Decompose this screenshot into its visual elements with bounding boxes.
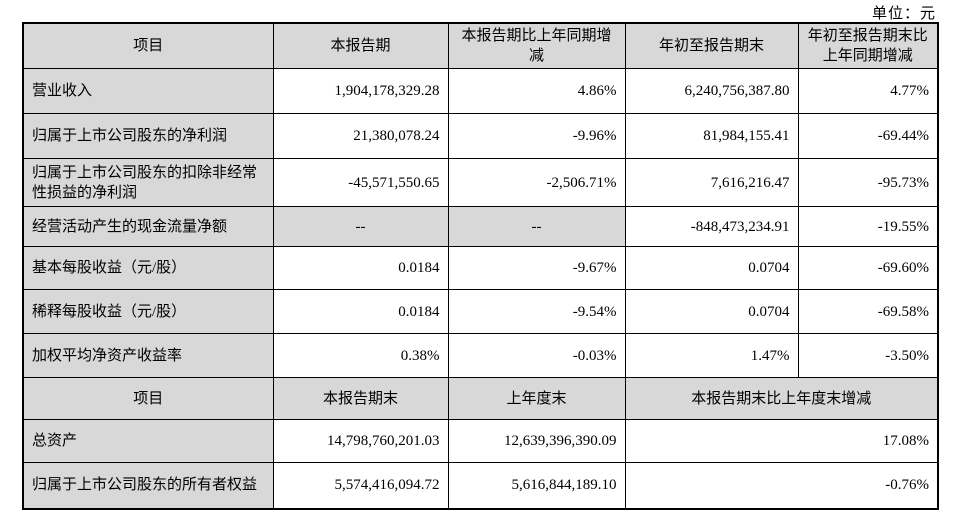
value-cell: 81,984,155.41 (624, 113, 799, 159)
table-row-operating-cash-flow: 经营活动产生的现金流量净额 -- -- -848,473,234.91 -19.… (22, 206, 939, 247)
value-cell: 0.38% (272, 333, 449, 378)
header-item: 项目 (22, 22, 274, 69)
table-header-row-1: 项目 本报告期 本报告期比上年同期增减 年初至报告期末 年初至报告期末比上年同期… (22, 22, 939, 69)
header-current-period: 本报告期 (272, 22, 449, 69)
header-ytd: 年初至报告期末 (624, 22, 799, 69)
value-cell: 4.77% (797, 68, 939, 114)
value-cell: -9.54% (447, 289, 626, 334)
value-cell: 5,574,416,094.72 (272, 462, 449, 509)
value-cell: 14,798,760,201.03 (272, 419, 449, 463)
value-cell: 0.0704 (624, 289, 799, 334)
table-row-deducted-net-profit: 归属于上市公司股东的扣除非经常性损益的净利润 -45,571,550.65 -2… (22, 158, 939, 207)
header-period-end: 本报告期末 (272, 377, 449, 420)
value-cell: 17.08% (624, 419, 939, 463)
value-cell: -848,473,234.91 (624, 206, 799, 247)
item-label-cell: 稀释每股收益（元/股） (22, 289, 274, 334)
table-row-total-assets: 总资产 14,798,760,201.03 12,639,396,390.09 … (22, 419, 939, 463)
item-label-cell: 基本每股收益（元/股） (22, 246, 274, 290)
header-period-end-change: 本报告期末比上年度末增减 (624, 377, 939, 420)
value-cell: 0.0704 (624, 246, 799, 290)
value-cell: -45,571,550.65 (272, 158, 449, 207)
value-cell: 12,639,396,390.09 (447, 419, 626, 463)
value-cell: -3.50% (797, 333, 939, 378)
value-cell: 0.0184 (272, 289, 449, 334)
item-label-cell: 加权平均净资产收益率 (22, 333, 274, 378)
table-row-net-profit: 归属于上市公司股东的净利润 21,380,078.24 -9.96% 81,98… (22, 113, 939, 159)
value-cell: -69.44% (797, 113, 939, 159)
unit-label: 单位：元 (871, 6, 936, 22)
value-cell: 6,240,756,387.80 (624, 68, 799, 114)
value-cell: -9.67% (447, 246, 626, 290)
table-row-weighted-avg-roe: 加权平均净资产收益率 0.38% -0.03% 1.47% -3.50% (22, 333, 939, 378)
value-cell: -95.73% (797, 158, 939, 207)
value-cell: -69.58% (797, 289, 939, 334)
value-cell: 21,380,078.24 (272, 113, 449, 159)
value-cell: -9.96% (447, 113, 626, 159)
item-label-cell: 归属于上市公司股东的净利润 (22, 113, 274, 159)
value-cell: 1.47% (624, 333, 799, 378)
value-cell: -0.76% (624, 462, 939, 509)
value-cell: 5,616,844,189.10 (447, 462, 626, 509)
value-cell-empty: -- (272, 206, 449, 247)
value-cell: 1,904,178,329.28 (272, 68, 449, 114)
financial-summary-table: 项目 本报告期 本报告期比上年同期增减 年初至报告期末 年初至报告期末比上年同期… (22, 22, 939, 510)
value-cell: -69.60% (797, 246, 939, 290)
table-row-operating-revenue: 营业收入 1,904,178,329.28 4.86% 6,240,756,38… (22, 68, 939, 114)
table-row-diluted-eps: 稀释每股收益（元/股） 0.0184 -9.54% 0.0704 -69.58% (22, 289, 939, 334)
item-label-cell: 归属于上市公司股东的扣除非经常性损益的净利润 (22, 158, 274, 207)
header-item-2: 项目 (22, 377, 274, 420)
item-label-cell: 经营活动产生的现金流量净额 (22, 206, 274, 247)
value-cell: -2,506.71% (447, 158, 626, 207)
table-header-row-2: 项目 本报告期末 上年度末 本报告期末比上年度末增减 (22, 377, 939, 420)
item-label-cell: 营业收入 (22, 68, 274, 114)
header-ytd-yoy: 年初至报告期末比上年同期增减 (797, 22, 939, 69)
header-current-period-yoy: 本报告期比上年同期增减 (447, 22, 626, 69)
item-label-cell: 归属于上市公司股东的所有者权益 (22, 462, 274, 509)
value-cell: -19.55% (797, 206, 939, 247)
value-cell: 0.0184 (272, 246, 449, 290)
value-cell: 7,616,216.47 (624, 158, 799, 207)
value-cell-empty: -- (447, 206, 626, 247)
item-label-cell: 总资产 (22, 419, 274, 463)
value-cell: 4.86% (447, 68, 626, 114)
value-cell: -0.03% (447, 333, 626, 378)
table-row-basic-eps: 基本每股收益（元/股） 0.0184 -9.67% 0.0704 -69.60% (22, 246, 939, 290)
table-row-shareholders-equity: 归属于上市公司股东的所有者权益 5,574,416,094.72 5,616,8… (22, 462, 939, 509)
header-prior-year-end: 上年度末 (447, 377, 626, 420)
